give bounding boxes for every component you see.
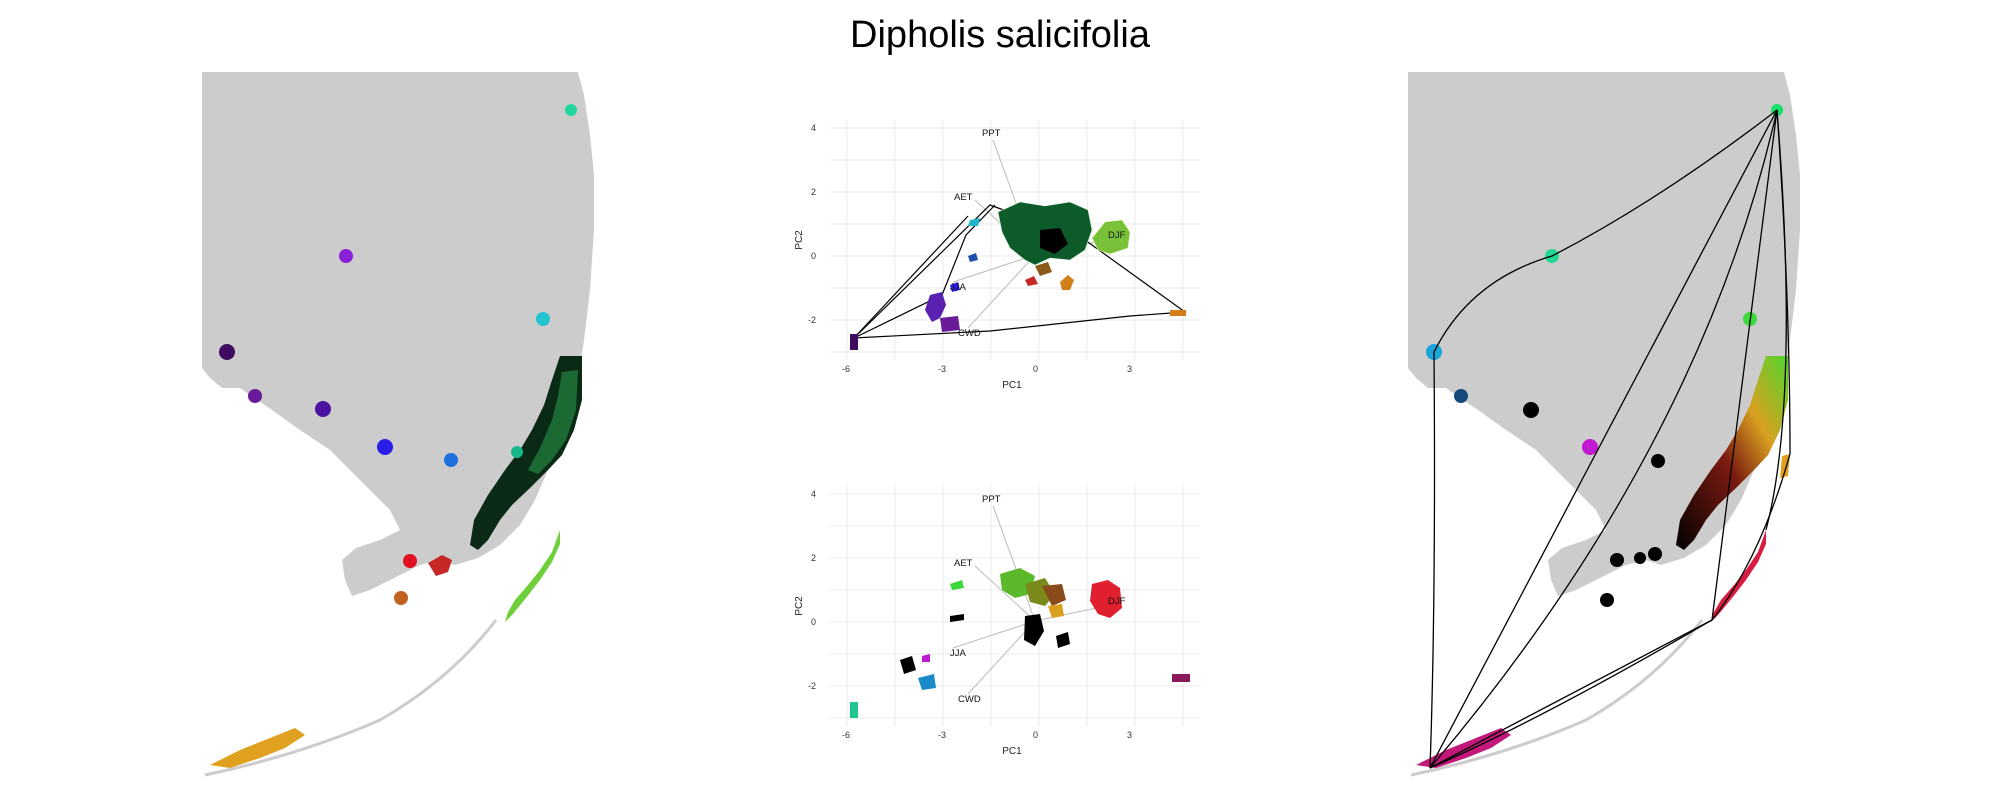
- red-cluster: [1025, 276, 1038, 286]
- red-cluster: [428, 555, 452, 576]
- blue-cluster: [968, 253, 978, 262]
- orange-cluster: [1048, 604, 1064, 618]
- variable-label-jja: JJA: [950, 282, 967, 293]
- y-tick-label: -2: [808, 315, 816, 325]
- environmental-hull-lines: [1429, 109, 1791, 769]
- x-tick-label: 0: [1033, 730, 1038, 740]
- x-axis-label: PC1: [1002, 380, 1022, 391]
- locality-point: [219, 344, 235, 360]
- x-tick-label: -6: [842, 364, 850, 374]
- x-tick-label: 0: [1033, 364, 1038, 374]
- y-tick-label: 0: [811, 251, 816, 261]
- locality-point: [444, 453, 458, 467]
- blue-cluster: [918, 674, 936, 690]
- locality-point: [1523, 402, 1539, 418]
- black-cluster: [950, 614, 964, 622]
- olive-cluster: [1025, 578, 1055, 606]
- purple-cluster: [940, 316, 960, 332]
- x-tick-label: -3: [938, 364, 946, 374]
- locality-point: [403, 554, 417, 568]
- green-small-cluster: [950, 580, 964, 590]
- brown-cluster: [1035, 262, 1052, 276]
- locality-point: [1610, 553, 1624, 567]
- variable-label-ppt: PPT: [982, 494, 1001, 505]
- orange-coast-range: [1780, 454, 1790, 478]
- violet-cluster: [925, 292, 946, 322]
- red-keys-range: [1711, 530, 1766, 622]
- variable-label-djf: DJF: [1108, 596, 1126, 607]
- y-tick-label: 4: [811, 123, 816, 133]
- orange-cluster: [1060, 275, 1074, 290]
- x-tick-label: -3: [938, 730, 946, 740]
- magenta-small-cluster: [922, 654, 930, 662]
- pca-bottom: PPT AET DJF JJA CWD -6 -3 0 3 4 2 0 -2 P…: [794, 486, 1200, 757]
- x-tick-label: -6: [842, 730, 850, 740]
- black-cluster: [1056, 632, 1070, 648]
- left-map: [202, 72, 594, 777]
- locality-point: [536, 312, 550, 326]
- y-tick-label: -2: [808, 681, 816, 691]
- variable-label-aet: AET: [954, 558, 973, 569]
- x-axis-label: PC1: [1002, 746, 1022, 757]
- locality-point: [315, 401, 331, 417]
- y-tick-label: 2: [811, 187, 816, 197]
- locality-point: [1651, 454, 1665, 468]
- cyan-cluster: [968, 218, 980, 226]
- locality-point: [1582, 439, 1598, 455]
- plot-background: [830, 486, 1200, 726]
- dark-green-range: [470, 356, 582, 550]
- orange-tip: [1170, 310, 1186, 316]
- black-cluster: [900, 656, 916, 674]
- loading-vectors: [952, 505, 1116, 695]
- variable-label-aet: AET: [954, 192, 973, 203]
- locality-point: [565, 104, 577, 116]
- brown-cluster: [1042, 584, 1066, 606]
- indigo-cluster: [950, 282, 960, 292]
- locality-point: [394, 591, 408, 605]
- variable-label-ppt: PPT: [982, 128, 1001, 139]
- orange-keys-range: [210, 728, 305, 768]
- locality-point: [1648, 547, 1662, 561]
- light-green-cluster: [1091, 219, 1131, 255]
- florida-landmass: [1408, 72, 1800, 596]
- locality-point: [377, 439, 393, 455]
- green-cluster: [1000, 568, 1035, 598]
- florida-landmass: [202, 72, 594, 596]
- locality-point: [511, 446, 523, 458]
- keys-green-range: [505, 530, 560, 622]
- variable-label-cwd: CWD: [958, 694, 981, 705]
- variable-label-cwd: CWD: [958, 328, 981, 339]
- gridlines: [830, 486, 1200, 726]
- locality-point: [1454, 389, 1468, 403]
- y-axis-label: PC2: [794, 230, 805, 250]
- variable-label-djf: DJF: [1108, 230, 1126, 241]
- mid-green-range: [528, 370, 578, 474]
- pca-top: PPT AET DJF JJA CWD -6 -3 0 3 4 2 0 -2 P…: [794, 120, 1200, 391]
- y-tick-label: 4: [811, 489, 816, 499]
- right-map: [1408, 72, 1800, 777]
- variable-label-jja: JJA: [950, 648, 967, 659]
- florida-keys: [1410, 619, 1704, 777]
- y-tick-label: 2: [811, 553, 816, 563]
- figure-title: Dipholis salicifolia: [850, 14, 1150, 56]
- deep-purple-tip: [850, 334, 858, 350]
- x-tick-label: 3: [1127, 730, 1132, 740]
- locality-point: [248, 389, 262, 403]
- locality-point: [1600, 593, 1614, 607]
- y-axis-label: PC2: [794, 596, 805, 616]
- teal-tip: [850, 702, 858, 718]
- locality-point: [1634, 552, 1646, 564]
- red-cluster: [1090, 580, 1122, 618]
- florida-keys: [204, 619, 498, 777]
- x-tick-label: 3: [1127, 364, 1132, 374]
- y-tick-label: 0: [811, 617, 816, 627]
- dark-core: [1040, 228, 1068, 254]
- locality-point: [339, 249, 353, 263]
- gradient-range: [1676, 356, 1788, 550]
- black-cluster: [1024, 614, 1044, 646]
- magenta-tip: [1172, 674, 1190, 682]
